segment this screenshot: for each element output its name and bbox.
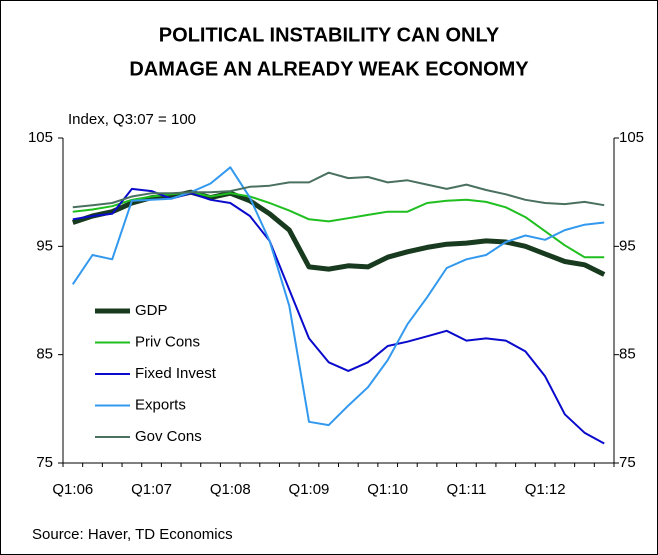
x-tick-label: Q1:10 [367, 481, 408, 498]
chart-title: DAMAGE AN ALREADY WEAK ECONOMY [129, 58, 529, 80]
legend-label: Exports [135, 396, 186, 413]
y2-tick-label: 75 [619, 454, 636, 471]
legend-label: Fixed Invest [135, 365, 217, 382]
series-line [72, 187, 605, 445]
y2-tick-label: 95 [619, 237, 636, 254]
chart-title: POLITICAL INSTABILITY CAN ONLY [159, 24, 500, 46]
x-tick-label: Q1:07 [131, 481, 172, 498]
y-axis-label: Index, Q3:07 = 100 [68, 111, 196, 128]
x-tick-label: Q1:06 [52, 481, 93, 498]
y-tick-label: 75 [36, 454, 53, 471]
x-tick-label: Q1:08 [210, 481, 251, 498]
legend-label: GDP [135, 302, 168, 319]
series-line [72, 189, 606, 277]
source: Source: Haver, TD Economics [32, 526, 233, 543]
x-tick-label: Q1:11 [447, 481, 487, 498]
y-tick-label: 105 [28, 129, 53, 146]
y-tick-label: 95 [36, 237, 53, 254]
series-line [72, 171, 605, 209]
y2-tick-label: 105 [619, 129, 644, 146]
legend-label: Gov Cons [135, 428, 202, 445]
x-tick-label: Q1:09 [289, 481, 330, 498]
y2-tick-label: 85 [619, 346, 636, 363]
y-tick-label: 85 [36, 346, 53, 363]
series-line [71, 166, 605, 427]
x-tick-label: Q1:12 [525, 481, 566, 498]
legend-label: Priv Cons [135, 333, 200, 350]
